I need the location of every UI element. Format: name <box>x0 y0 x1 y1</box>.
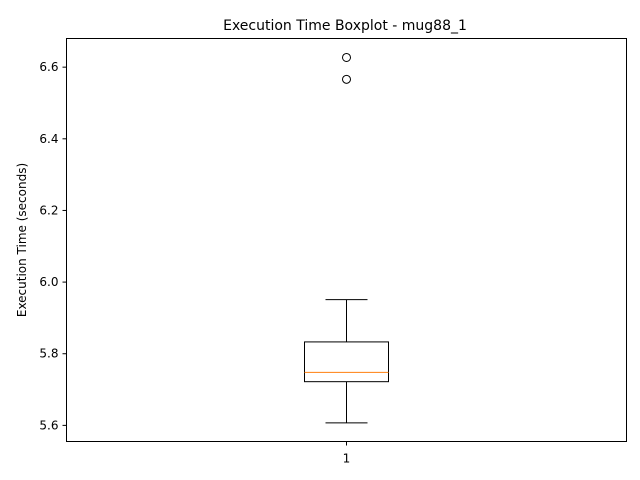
y-tick-label: 6.2 <box>39 203 58 217</box>
outlier-point <box>342 52 351 62</box>
chart-title: Execution Time Boxplot - mug88_1 <box>223 18 467 34</box>
y-tick-label: 6.4 <box>39 132 58 146</box>
y-axis: 5.6 5.8 6.0 6.2 6.4 6.6 <box>39 60 67 432</box>
plot-area-frame <box>66 38 627 442</box>
y-tick-label: 6.0 <box>39 275 58 289</box>
y-tick-label: 5.6 <box>39 418 58 432</box>
y-axis-label: Execution Time (seconds) <box>15 163 29 317</box>
x-axis: 1 <box>343 441 351 466</box>
x-tick-label: 1 <box>343 452 351 466</box>
y-tick-label: 5.8 <box>39 347 58 361</box>
boxplot-series <box>304 52 389 424</box>
outlier-point <box>342 74 351 84</box>
y-tick-label: 6.6 <box>39 60 58 74</box>
iqr-box <box>304 341 389 383</box>
